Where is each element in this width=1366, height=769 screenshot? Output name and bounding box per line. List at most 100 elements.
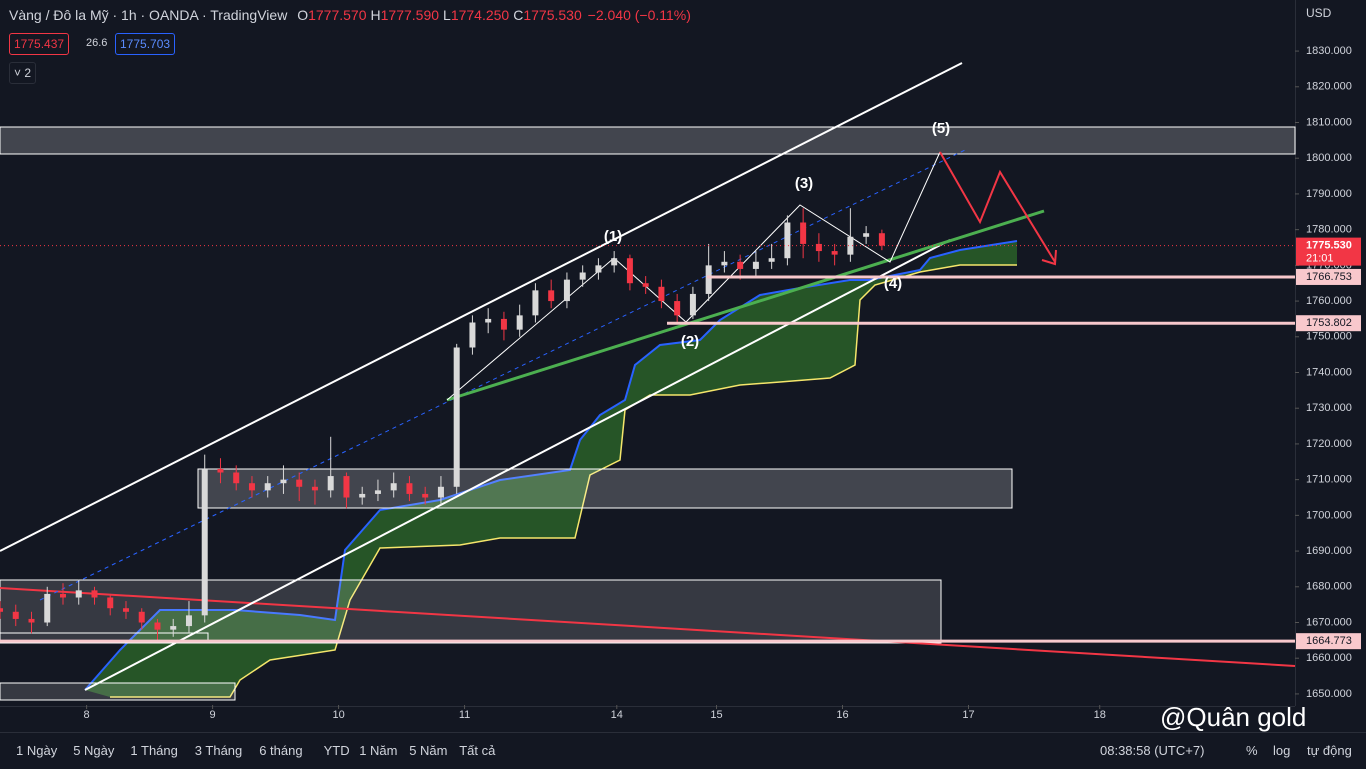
- candle-body: [343, 476, 350, 498]
- candle-body: [122, 608, 129, 612]
- wave-label: (3): [795, 175, 813, 192]
- bid[interactable]: 1775.437: [9, 33, 70, 55]
- candle-body: [847, 236, 854, 255]
- candle-body: [327, 476, 334, 491]
- y-tick-label: 1800.000: [1306, 152, 1352, 164]
- candle-body: [170, 626, 177, 630]
- level-label-box: [1296, 268, 1361, 285]
- candle-body: [437, 486, 444, 498]
- candle-body: [658, 286, 665, 302]
- arrow-head: [1041, 249, 1057, 266]
- candle-body: [768, 258, 775, 262]
- x-tick-label: 15: [710, 709, 722, 721]
- ask[interactable]: 1775.703: [115, 33, 176, 55]
- y-tick-label: 1820.000: [1306, 81, 1352, 93]
- range-button[interactable]: 6 tháng: [259, 743, 303, 758]
- candle-body: [800, 222, 807, 244]
- y-tick-label: 1690.000: [1306, 545, 1352, 557]
- range-button[interactable]: YTD: [323, 743, 350, 758]
- candle-body: [0, 608, 3, 612]
- chart: 1650.000 1660.000 1670.000 1680.000 1690.000…: [0, 0, 1361, 721]
- candle-body: [563, 279, 570, 302]
- candle-body: [406, 483, 413, 494]
- ohlc-value: 1775.530: [523, 7, 582, 23]
- level-label: 1766.753: [1306, 271, 1352, 283]
- wave-label: (2): [681, 333, 699, 350]
- candle-body: [516, 315, 523, 330]
- y-tick-label: 1740.000: [1306, 366, 1352, 378]
- range-button[interactable]: 1 Ngày: [16, 743, 58, 758]
- candle-body: [185, 615, 192, 627]
- range-button[interactable]: 5 Năm: [409, 743, 448, 758]
- indicators-toggle[interactable]: ˅ 2: [9, 62, 37, 84]
- candle-body: [311, 486, 318, 491]
- range-button[interactable]: 3 Tháng: [194, 743, 243, 758]
- currency[interactable]: USD: [1306, 6, 1332, 20]
- y-tick-label: 1700.000: [1306, 509, 1352, 521]
- candle-body: [233, 472, 240, 484]
- candle-body: [689, 293, 696, 316]
- ichimoku-cloud: [84, 240, 1018, 698]
- ohlc-value: 1777.590: [380, 7, 440, 23]
- candle-body: [469, 322, 476, 348]
- cloud-upper-line: [84, 240, 1018, 691]
- ohlc-label: O: [297, 7, 309, 23]
- range-button[interactable]: Tất cả: [459, 743, 496, 758]
- range-button[interactable]: 1 Năm: [359, 743, 398, 758]
- candle-body: [878, 233, 885, 246]
- symbol: Vàng / Đô la Mỹ · 1h · OANDA · TradingVi…: [9, 7, 288, 23]
- ohlc-value: 1774.250: [450, 7, 510, 23]
- candle-body: [548, 290, 555, 302]
- candle-body: [485, 318, 492, 323]
- range-button[interactable]: 1 Tháng: [130, 743, 178, 758]
- range-button[interactable]: 5 Ngày: [73, 743, 115, 758]
- y-tick-label: 1760.000: [1306, 295, 1352, 307]
- ohlc-label: L: [443, 7, 451, 23]
- candle-body: [12, 611, 19, 619]
- candle-body: [752, 261, 759, 269]
- candle-body: [107, 597, 114, 609]
- zone-box: [0, 632, 209, 644]
- candle-body: [138, 611, 145, 623]
- x-tick-label: 14: [611, 709, 623, 721]
- change: −2.040 (−0.11%): [587, 7, 691, 23]
- candle-body: [579, 272, 586, 280]
- candle-body: [674, 301, 681, 316]
- data-layer: 1650.000 1660.000 1670.000 1680.000 1690.000…: [0, 45, 1361, 721]
- ohlc-label: C: [513, 7, 524, 23]
- candle-body: [815, 243, 822, 252]
- y-tick-label: 1730.000: [1306, 402, 1352, 414]
- zone-box: [0, 682, 236, 701]
- x-tick-label: 8: [84, 709, 90, 721]
- ohlc-value: 1777.570: [308, 7, 367, 23]
- log-toggle[interactable]: log: [1273, 743, 1291, 758]
- cloud-area: [85, 241, 1017, 697]
- countdown: 21:01: [1306, 253, 1334, 265]
- candle-body: [28, 618, 35, 623]
- level-label: 1753.802: [1306, 317, 1352, 329]
- candle-body: [280, 479, 287, 484]
- candle-body: [154, 622, 161, 630]
- candle-body: [201, 468, 208, 616]
- x-tick-label: 9: [210, 709, 216, 721]
- candle-body: [296, 479, 303, 487]
- legend: Vàng / Đô la Mỹ · 1h · OANDA · TradingVi…: [9, 7, 693, 23]
- level-label: 1664.773: [1306, 635, 1352, 647]
- wave-label: (4): [884, 275, 902, 292]
- channel-line: [0, 62, 963, 552]
- auto-toggle[interactable]: tự động: [1307, 743, 1352, 758]
- percent-toggle[interactable]: %: [1246, 743, 1258, 758]
- y-tick-label: 1790.000: [1306, 188, 1352, 200]
- x-tick-label: 10: [332, 709, 344, 721]
- candle-body: [532, 290, 539, 316]
- candle-body: [611, 258, 618, 266]
- level-label-box: [1296, 633, 1361, 650]
- candle-body: [595, 265, 602, 273]
- y-tick-label: 1750.000: [1306, 331, 1352, 343]
- y-tick-label: 1680.000: [1306, 581, 1352, 593]
- x-tick-label: 18: [1094, 709, 1106, 721]
- dashed-line: [39, 149, 966, 601]
- cloud-lower-line: [110, 264, 1017, 698]
